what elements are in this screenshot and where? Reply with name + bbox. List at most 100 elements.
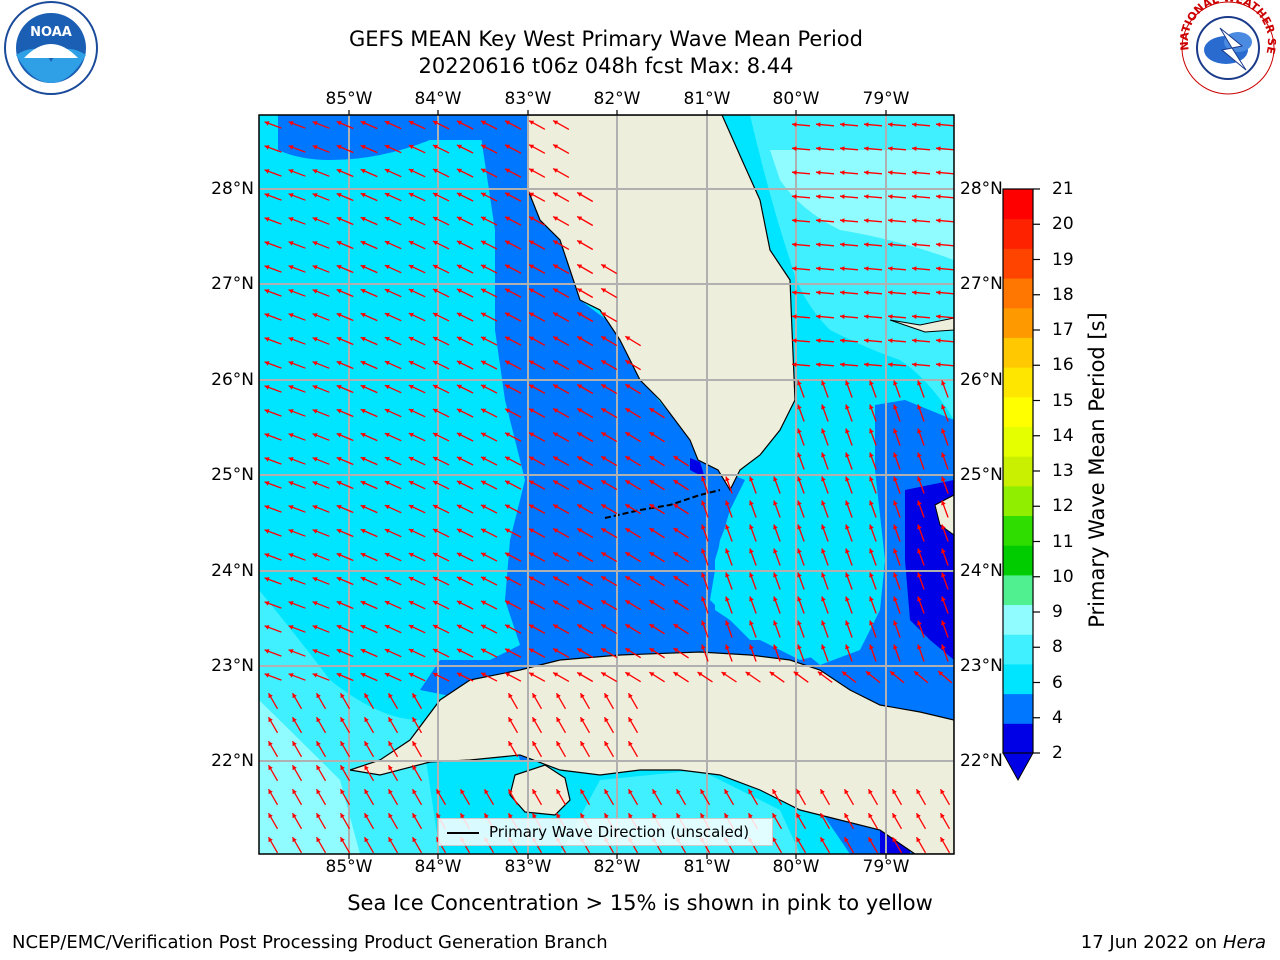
wave-arrow-head <box>701 644 706 650</box>
wave-arrow-head <box>408 480 414 486</box>
wave-arrow-head <box>268 741 273 747</box>
lat-label-left: 26°N <box>211 370 254 390</box>
wave-arrow-head <box>936 338 941 343</box>
wave-arrow-head <box>388 837 393 843</box>
lon-label-bottom: 85°W <box>325 857 373 877</box>
wave-arrow-head <box>601 432 607 437</box>
wave-arrow-head <box>268 789 273 795</box>
wave-arrow-head <box>408 432 414 438</box>
wave-arrow-head <box>288 193 294 198</box>
wave-arrow-head <box>820 789 825 795</box>
wave-arrow-head <box>649 552 655 557</box>
wave-arrow-head <box>864 146 869 151</box>
wave-arrow-head <box>288 121 294 126</box>
wave-arrow-head <box>481 120 486 126</box>
wave-arrow-head <box>264 385 270 390</box>
wave-arrow-head <box>893 548 898 554</box>
wave-arrow-head <box>868 789 873 795</box>
wave-arrow-head <box>312 313 318 318</box>
wave-arrow-head <box>628 741 633 747</box>
wave-arrow-head <box>264 505 270 510</box>
colorbar-tick-label: 19 <box>1052 249 1074 270</box>
wave-arrow-head <box>577 336 583 341</box>
wave-arrow-head <box>312 241 318 246</box>
wave-arrow-head <box>312 289 318 294</box>
wave-arrow-head <box>412 741 417 747</box>
wave-arrow-head <box>676 813 681 819</box>
wave-arrow-head <box>553 192 559 197</box>
wave-arrow-head <box>384 264 390 270</box>
wave-arrow-head <box>577 312 583 317</box>
wave-arrow-head <box>845 644 850 650</box>
wave-arrow-head <box>436 789 441 795</box>
wave-arrow-head <box>917 428 922 434</box>
map-title: GEFS MEAN Key West Primary Wave Mean Per… <box>349 27 863 51</box>
wave-arrow-head <box>336 553 342 558</box>
wave-arrow-head <box>508 717 513 723</box>
wave-arrow-head <box>481 528 486 534</box>
wave-arrow-head <box>917 500 922 506</box>
wave-arrow-head <box>869 548 874 554</box>
wave-arrow-head <box>792 362 797 367</box>
wave-arrow-head <box>749 500 754 506</box>
wave-arrow-head <box>601 552 607 557</box>
wave-arrow-head <box>893 500 898 506</box>
wave-arrow-head <box>360 361 366 366</box>
wave-arrow-head <box>773 620 778 626</box>
wave-arrow-head <box>388 717 393 723</box>
wave-arrow-head <box>936 266 941 271</box>
wave-arrow-head <box>773 572 778 578</box>
wave-arrow-head <box>625 528 631 533</box>
wave-arrow-head <box>816 266 821 271</box>
wave-arrow-head <box>336 433 342 438</box>
wave-arrow-head <box>312 385 318 390</box>
wave-arrow-head <box>553 288 559 293</box>
cuba-land <box>349 651 954 854</box>
wave-arrow-head <box>649 456 655 461</box>
wave-arrow-head <box>797 428 802 434</box>
colorbar-tick-label: 11 <box>1052 531 1074 552</box>
wave-arrow-head <box>941 644 946 650</box>
wave-arrow-head <box>412 813 417 819</box>
wave-arrow-head <box>917 596 922 602</box>
wave-arrow-head <box>936 362 941 367</box>
wave-arrow-head <box>460 789 465 795</box>
wave-arrow-head <box>917 572 922 578</box>
wave-arrow-head <box>432 384 438 390</box>
wave-arrow-head <box>796 813 801 819</box>
wave-arrow-head <box>868 837 873 843</box>
wave-arrow-head <box>312 577 318 582</box>
wave-arrow-head <box>456 648 462 654</box>
wave-arrow-head <box>725 620 730 626</box>
wave-arrow-head <box>384 456 390 462</box>
wave-arrow-head <box>456 192 462 198</box>
wave-arrow-head <box>432 504 438 510</box>
wave-arrow-head <box>797 500 802 506</box>
wave-arrow-head <box>316 789 321 795</box>
colorbar-segment <box>1003 218 1033 249</box>
wave-arrow-head <box>432 288 438 294</box>
wave-arrow-head <box>384 576 390 582</box>
wave-arrow-head <box>505 432 510 437</box>
wave-arrow-head <box>604 693 609 699</box>
wave-arrow-head <box>288 433 294 438</box>
wave-arrow-head <box>288 481 294 486</box>
wave-arrow-head <box>912 290 917 295</box>
wave-arrow-head <box>412 765 417 771</box>
wave-arrow-head <box>649 432 655 437</box>
wave-arrow-head <box>912 194 917 199</box>
wave-arrow-head <box>360 625 366 630</box>
wave-arrow-head <box>408 192 414 198</box>
wave-arrow-head <box>893 404 898 410</box>
wave-arrow-head <box>432 240 438 246</box>
wave-arrow-head <box>769 671 775 677</box>
wave-arrow-head <box>505 648 510 653</box>
wave-arrow-head <box>384 288 390 294</box>
colorbar-segment <box>1003 693 1033 724</box>
wave-arrow-head <box>725 476 730 482</box>
wave-arrow-head <box>749 524 754 530</box>
wave-arrow-head <box>408 528 414 534</box>
wave-arrow-head <box>505 456 510 461</box>
wave-arrow-head <box>364 765 369 771</box>
